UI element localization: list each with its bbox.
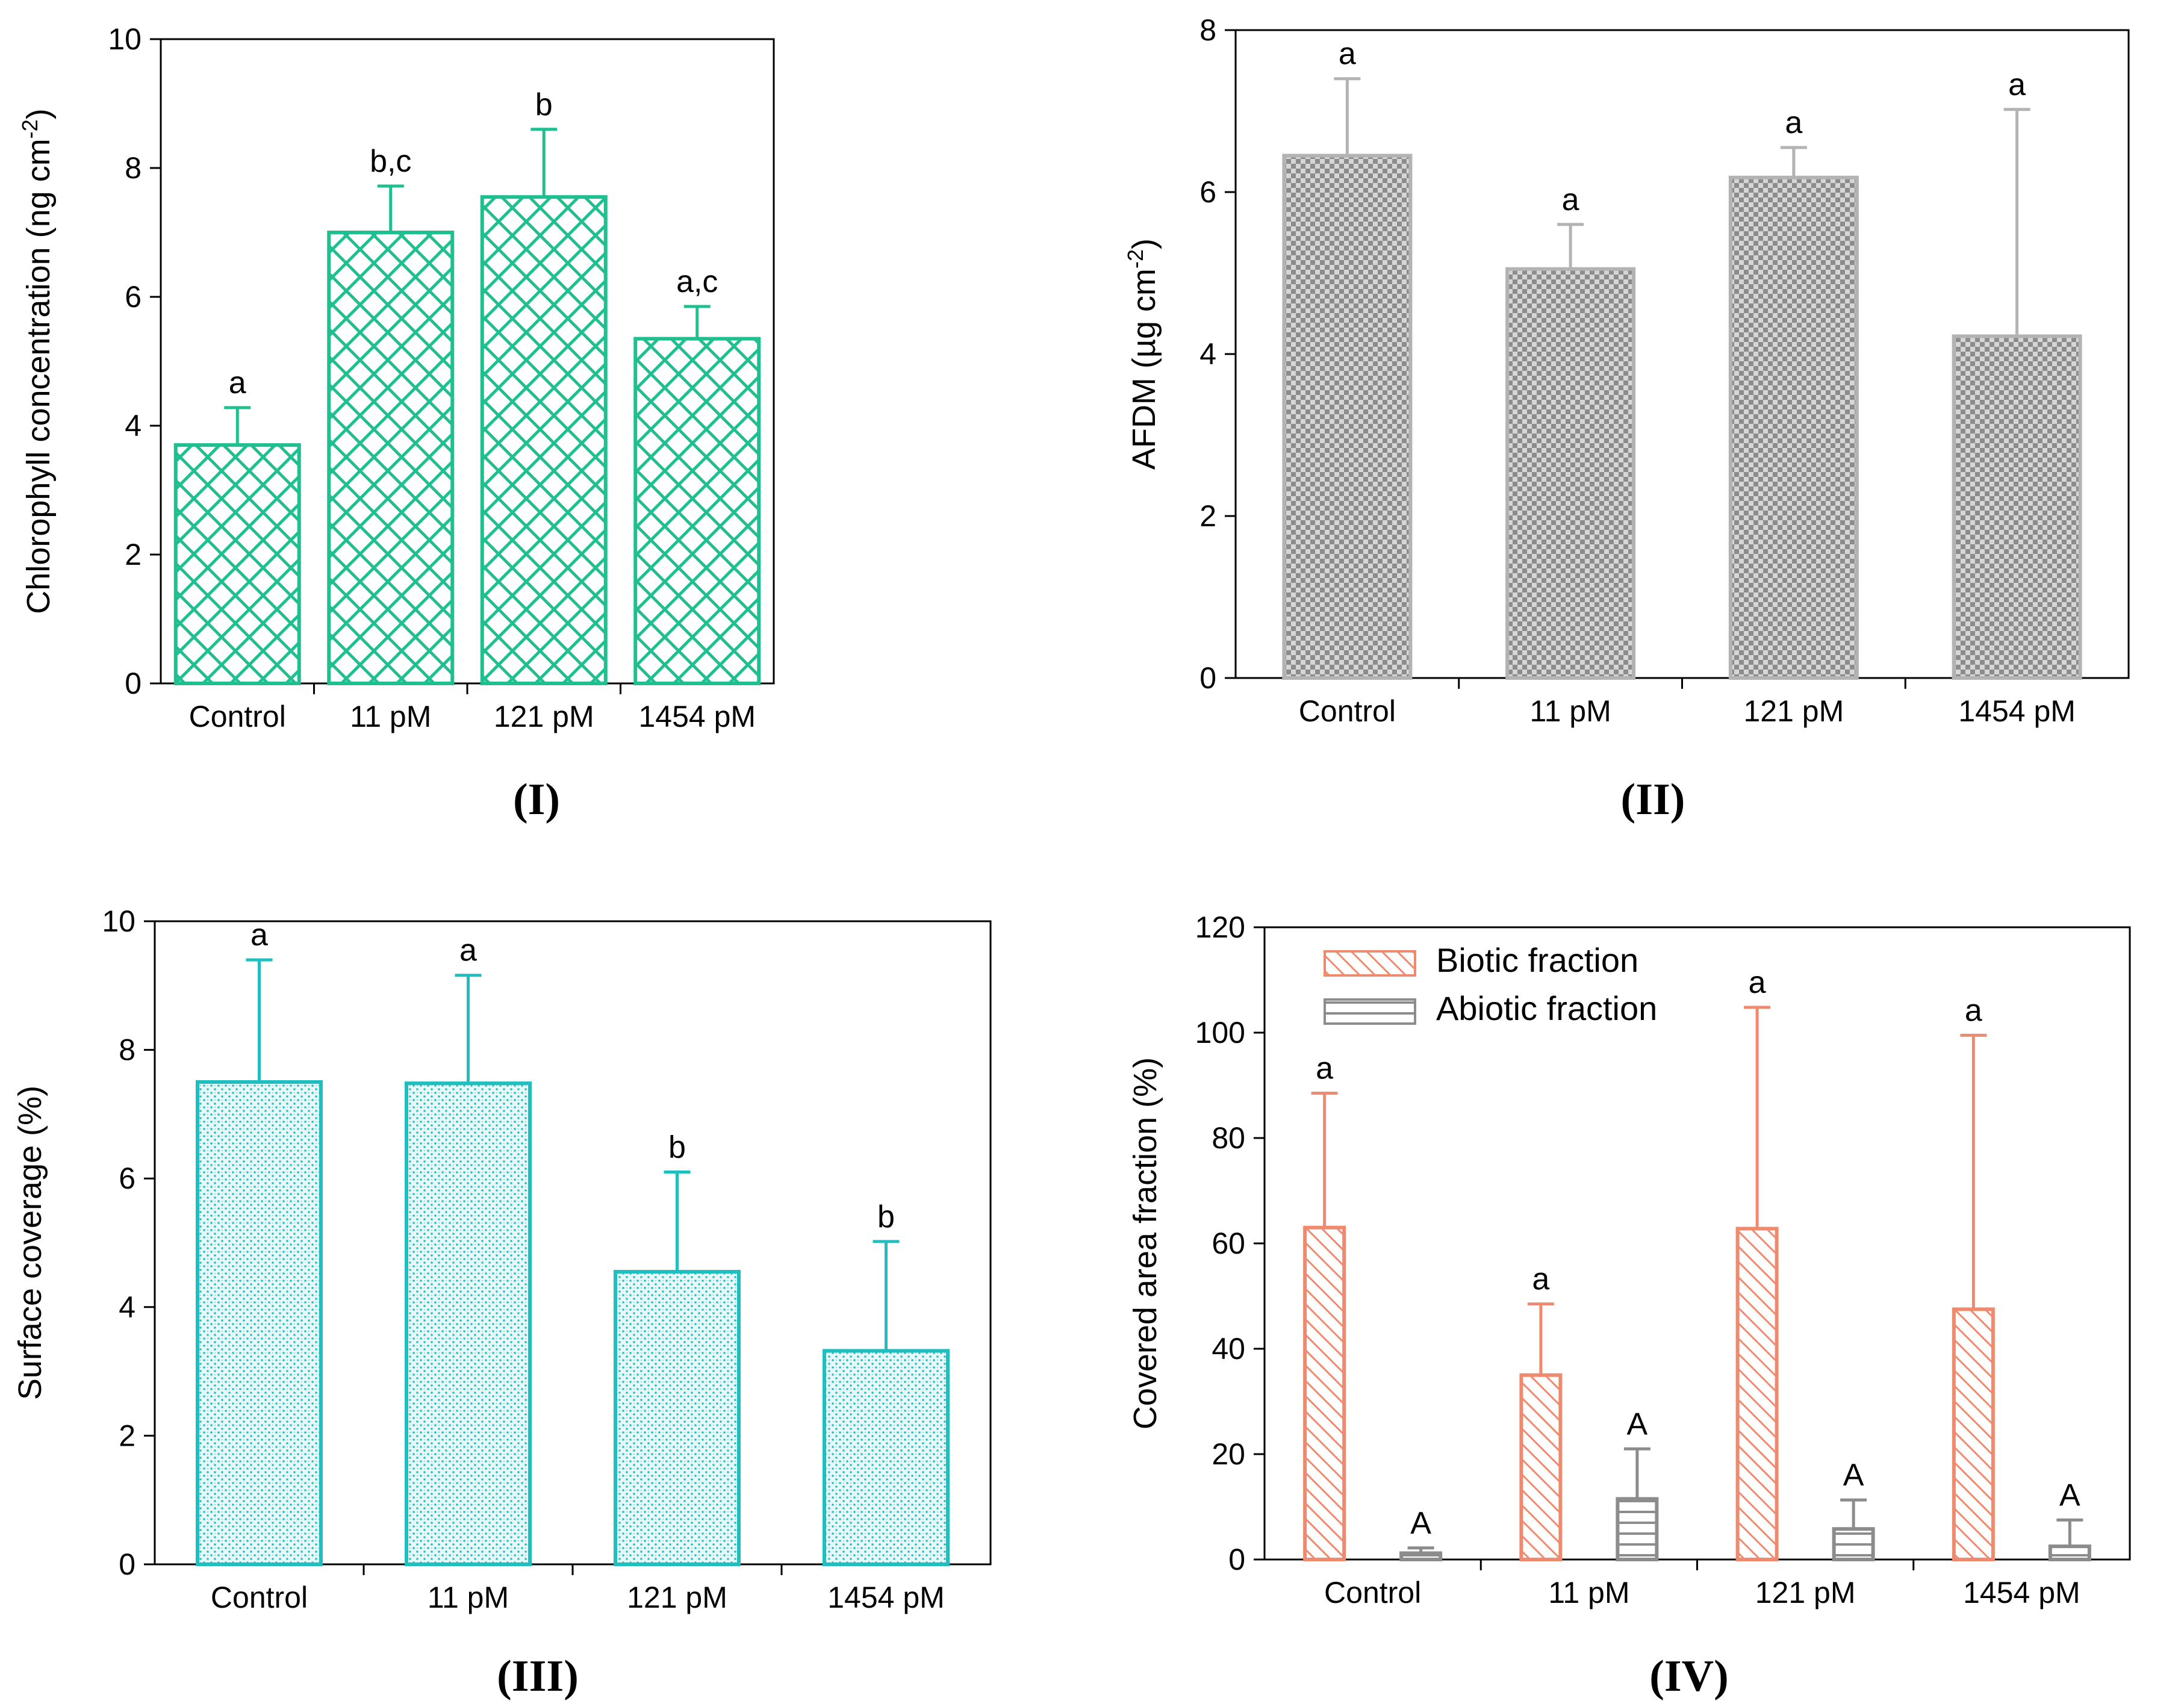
legend-swatch-0 — [1324, 950, 1416, 977]
panel-chlorophyll: 0 2 4 6 8 10 Control 11 pM 121 pM 1454 pM Chloroph… — [17, 22, 775, 824]
bar-1-significance-label: a — [459, 933, 477, 968]
x-tick-label: Control — [211, 1581, 308, 1614]
bar-3-bar — [823, 1349, 950, 1567]
bar-3-significance-label: a,c — [676, 264, 718, 299]
x-tick-label: 121 pM — [1743, 694, 1844, 728]
y-tick-label: 4 — [119, 1290, 135, 1324]
legend-swatch-1 — [1324, 998, 1416, 1025]
x-tick-label: Control — [1324, 1576, 1421, 1609]
bar-3-significance-label: a — [2008, 67, 2026, 102]
panel-afdm: 0 2 4 6 8 Control 11 pM 121 pM 1454 pM AFDM (µg c… — [1123, 13, 2130, 824]
bar-2-significance-label: a — [1785, 105, 1802, 140]
bar-2-bar — [614, 1270, 741, 1567]
bar-0-significance-label: a — [1339, 37, 1356, 72]
y-tick-label: 10 — [102, 904, 135, 938]
bar-0-bar — [1282, 154, 1413, 680]
series-0-bar-0-significance-label: a — [1316, 1051, 1333, 1086]
bar-0-bar — [173, 443, 301, 685]
x-tick-label: 1454 pM — [638, 700, 756, 733]
bar-3-bar — [1952, 334, 2082, 680]
y-tick-label: 8 — [119, 1033, 135, 1067]
y-tick-label: 4 — [1199, 337, 1216, 371]
x-tick-label: 11 pM — [350, 700, 431, 733]
bar-3-bar — [633, 337, 761, 685]
series-0-bar-3-significance-label: a — [1965, 993, 1982, 1028]
x-tick-label: 1454 pM — [1958, 694, 2076, 728]
y-tick-label: 60 — [1212, 1227, 1245, 1260]
series-0-bar-2-bar — [1735, 1227, 1779, 1561]
y-tick-label: 2 — [119, 1419, 135, 1452]
series-0-bar-1-bar — [1519, 1373, 1563, 1561]
bar-1-significance-label: b,c — [370, 144, 411, 179]
y-tick-label: 6 — [119, 1161, 135, 1195]
y-tick-label: 6 — [125, 280, 142, 314]
bar-3-significance-label: b — [877, 1199, 895, 1234]
y-tick-label: 20 — [1212, 1437, 1245, 1471]
x-tick-label: 1454 pM — [1963, 1576, 2080, 1609]
x-tick-label: 121 pM — [627, 1581, 727, 1614]
bar-0-significance-label: a — [250, 918, 268, 953]
bar-2-significance-label: b — [668, 1130, 686, 1165]
x-tick-label: 1454 pM — [827, 1581, 945, 1614]
x-tick-label: 11 pM — [428, 1581, 509, 1614]
bar-1-bar — [405, 1081, 532, 1566]
series-1-bar-3-significance-label: A — [2059, 1478, 2080, 1513]
x-tick-label: 121 pM — [1755, 1576, 1856, 1609]
series-0-bar-1-significance-label: a — [1532, 1262, 1549, 1297]
series-0-bar-3-bar — [1952, 1307, 1995, 1561]
y-tick-label: 0 — [1228, 1543, 1245, 1576]
series-1-bar-1-bar — [1616, 1497, 1659, 1561]
bar-1-bar — [327, 231, 455, 685]
y-tick-label: 120 — [1195, 910, 1245, 944]
bar-2-bar — [1728, 175, 1859, 680]
legend-label-1: Abiotic fraction — [1436, 989, 1657, 1027]
bar-2-bar — [480, 195, 608, 685]
bar-1-significance-label: a — [1562, 182, 1579, 217]
panel-label: (II) — [1621, 775, 1685, 824]
series-1-bar-0-significance-label: A — [1410, 1506, 1431, 1541]
legend-label-0: Biotic fraction — [1436, 941, 1638, 979]
panel-label: (III) — [497, 1652, 579, 1701]
y-tick-label: 6 — [1199, 175, 1216, 209]
x-tick-label: Control — [189, 700, 286, 733]
panel-label: (I) — [513, 775, 560, 824]
bar-2-significance-label: b — [535, 87, 553, 122]
panel-surface-coverage: 0 2 4 6 8 10 Control 11 pM 121 pM 1454 pM Surface … — [12, 904, 992, 1701]
series-1-bar-3-bar — [2048, 1544, 2091, 1561]
panel-label: (IV) — [1649, 1652, 1729, 1701]
series-1-bar-0-bar — [1399, 1551, 1443, 1561]
y-tick-label: 0 — [1199, 661, 1216, 695]
y-tick-label: 40 — [1212, 1332, 1245, 1366]
series-1-bar-1-significance-label: A — [1627, 1407, 1648, 1441]
y-tick-label: 80 — [1212, 1121, 1245, 1155]
bar-1-bar — [1505, 267, 1636, 680]
y-axis-title: Surface coverage (%) — [12, 1086, 48, 1400]
y-axis-title: AFDM (µg cm-2) — [1123, 238, 1162, 470]
y-tick-label: 0 — [125, 667, 142, 700]
bar-0-significance-label: a — [229, 365, 246, 400]
y-tick-label: 2 — [1199, 499, 1216, 533]
series-0-bar-2-significance-label: a — [1749, 965, 1766, 1000]
y-tick-label: 10 — [108, 22, 142, 56]
series-1-bar-2-significance-label: A — [1843, 1458, 1864, 1493]
y-tick-label: 8 — [125, 151, 142, 185]
series-0-bar-0-bar — [1303, 1225, 1346, 1561]
series-1-bar-2-bar — [1832, 1527, 1875, 1561]
y-tick-label: 100 — [1195, 1016, 1245, 1050]
y-tick-label: 8 — [1199, 13, 1216, 47]
y-tick-label: 0 — [119, 1547, 135, 1581]
x-tick-label: 11 pM — [1548, 1576, 1629, 1609]
x-tick-label: 11 pM — [1529, 694, 1611, 728]
x-tick-label: 121 pM — [494, 700, 594, 733]
panel-covered-area-fraction: 0 20 40 60 80 100 120 Control 11 pM 121 pM 1454 pM… — [1127, 910, 2131, 1701]
y-axis-title: Covered area fraction (%) — [1127, 1057, 1163, 1429]
x-tick-label: Control — [1299, 694, 1396, 728]
y-axis-title: Chlorophyll concentration (ng cm-2) — [17, 108, 57, 614]
y-tick-label: 4 — [125, 409, 142, 443]
y-tick-label: 2 — [125, 538, 142, 571]
bar-0-bar — [196, 1080, 323, 1566]
